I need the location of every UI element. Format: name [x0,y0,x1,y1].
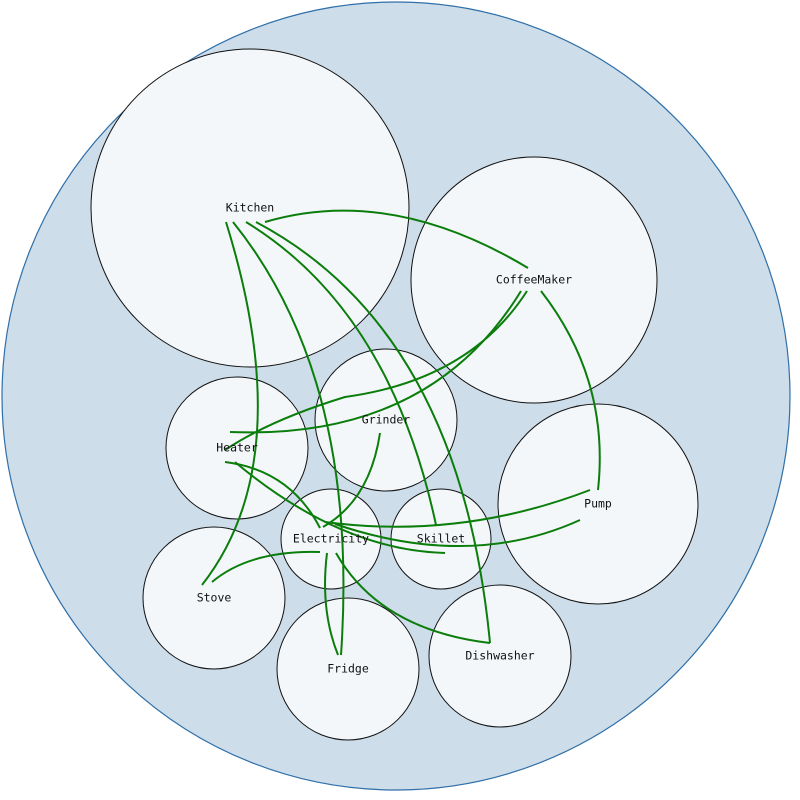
node-coffeemaker[interactable] [410,156,658,404]
label-pump: Pump [584,497,612,511]
label-dishwasher: Dishwasher [465,649,534,663]
label-grinder: Grinder [362,413,411,427]
edge-kitchen-skillet [245,221,437,526]
edge-coffeemaker-electricity [224,290,528,451]
node-pump[interactable] [497,403,699,605]
label-skillet: Skillet [417,532,465,546]
node-electricity[interactable] [280,488,382,590]
node-fridge[interactable] [276,597,420,741]
edge-grinder-electricity [322,432,381,528]
node-heater[interactable] [165,376,309,520]
edge-coffeemaker-heater [229,290,522,434]
node-kitchen[interactable] [90,48,410,368]
node-grinder[interactable] [314,348,458,492]
node-stove[interactable] [142,526,286,670]
label-coffeemaker: CoffeeMaker [496,273,572,287]
edge-kitchen-fridge [232,221,345,656]
edge-kitchen-coffeemaker [264,209,529,269]
edge-pump-electricity [324,489,591,528]
edge-electricity-dishwasher [335,552,491,644]
edge-heater-skillet [234,461,446,554]
edge-stove-electricity [211,550,321,583]
label-stove: Stove [197,591,232,605]
node-dishwasher[interactable] [428,584,572,728]
edge-pump-electricity-2 [334,519,581,548]
label-kitchen: Kitchen [226,201,274,215]
edge-coffeemaker-pump [540,290,601,491]
label-heater: Heater [216,441,258,455]
label-fridge: Fridge [327,662,369,676]
label-electricity: Electricity [293,532,369,546]
edge-electricity-fridge [324,552,339,656]
edge-kitchen-dishwasher [255,221,491,644]
